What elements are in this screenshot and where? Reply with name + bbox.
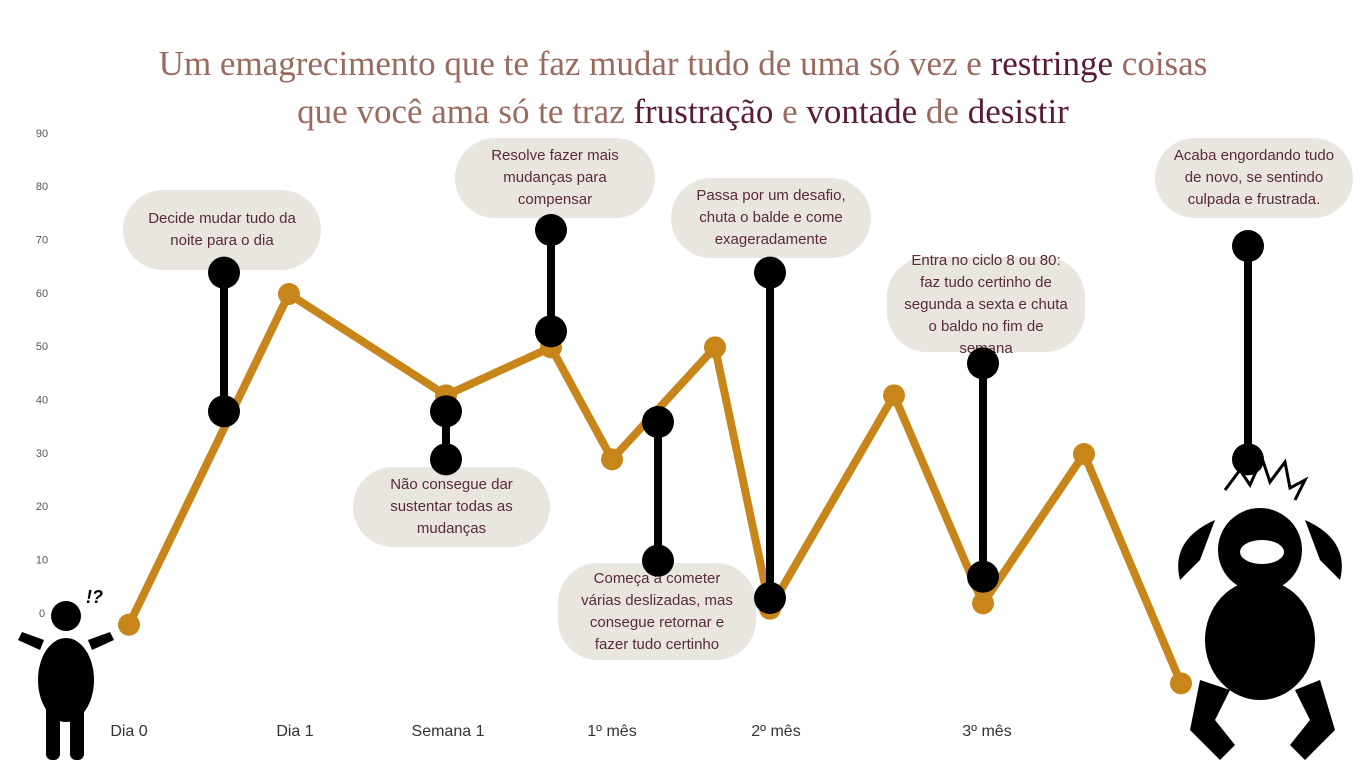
y-tick-label: 0	[39, 608, 45, 620]
annotation-bubble: Decide mudar tudo da noite para o dia	[123, 190, 321, 270]
x-tick-label: Dia 1	[276, 723, 313, 740]
y-tick-label: 60	[36, 288, 48, 300]
annotation-dot	[1232, 443, 1264, 476]
annotation-bubble: Não consegue dar sustentar todas as muda…	[353, 467, 550, 547]
annotation-bubble: Resolve fazer mais mudanças para compens…	[455, 138, 655, 218]
title-part: restringe	[990, 44, 1114, 83]
y-tick-label: 10	[36, 555, 48, 567]
annotation-dot	[535, 214, 567, 246]
annotation-dot	[754, 582, 786, 614]
annotation-dot	[1232, 230, 1264, 262]
x-tick-label: 1º mês	[587, 723, 636, 740]
y-tick-label: 20	[36, 501, 48, 513]
x-tick-label: 2º mês	[751, 723, 800, 740]
annotation-bubble: Acaba engordando tudo de novo, se sentin…	[1155, 138, 1353, 218]
title-part: Um emagrecimento que te faz mudar tudo d…	[158, 44, 991, 83]
title-part: coisas que você ama só te traz	[297, 44, 1208, 131]
y-tick-label: 40	[36, 395, 48, 407]
y-tick-label: 80	[36, 181, 48, 193]
title-part: de	[917, 92, 968, 131]
data-point	[601, 448, 623, 471]
data-point	[118, 613, 140, 636]
figure-left: !?	[18, 587, 114, 760]
annotation-dot	[208, 395, 240, 428]
y-tick-label: 90	[36, 128, 48, 140]
y-tick-label: 50	[36, 341, 48, 353]
figure-right	[1178, 453, 1342, 760]
data-point	[1170, 672, 1192, 695]
data-point	[972, 592, 994, 615]
annotation-bubble: Começa a cometer várias deslizadas, mas …	[558, 563, 756, 660]
data-point	[1073, 443, 1095, 465]
y-tick-label: 30	[36, 448, 48, 460]
data-point	[883, 384, 905, 407]
title-part: e	[773, 92, 807, 131]
title-part: frustração	[633, 92, 774, 131]
annotation-dot	[430, 395, 462, 428]
annotation-dot	[535, 315, 567, 348]
x-tick-label: Dia 0	[110, 723, 147, 740]
annotation-dot	[430, 443, 462, 476]
chart-title: Um emagrecimento que te faz mudar tudo d…	[133, 40, 1233, 136]
annotation-bubble: Passa por um desafio, chuta o balde e co…	[671, 178, 871, 258]
annotation-dot	[642, 544, 674, 577]
x-tick-label: Semana 1	[412, 723, 485, 740]
annotation-dot	[754, 256, 786, 289]
data-point	[278, 283, 300, 305]
figure-icon: !?	[86, 587, 103, 607]
title-part: vontade	[806, 92, 918, 131]
annotation-dot	[967, 347, 999, 380]
y-tick-label: 70	[36, 235, 48, 247]
x-tick-label: 3º mês	[962, 723, 1011, 740]
annotation-dot	[642, 406, 674, 438]
title-part: desistir	[967, 92, 1069, 131]
annotation-dot	[208, 256, 240, 289]
annotation-dot	[967, 560, 999, 593]
data-point	[704, 336, 726, 359]
